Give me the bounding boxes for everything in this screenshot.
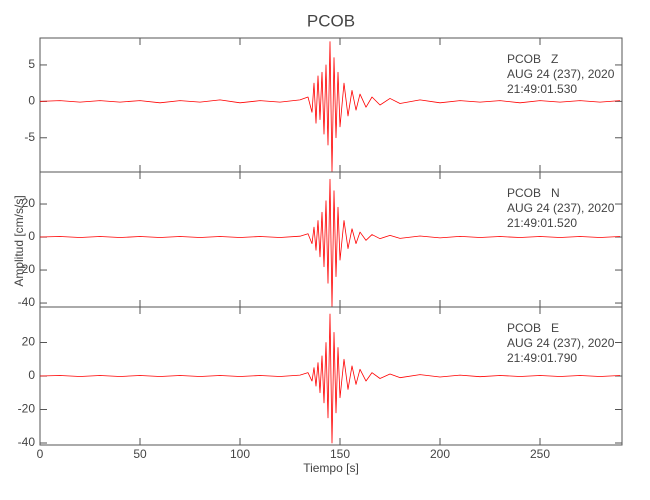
annotation: PCOB N: [507, 186, 560, 200]
y-tick-label: 5: [28, 57, 35, 71]
annotation: 21:49:01.520: [507, 216, 577, 230]
y-tick-label: -20: [18, 402, 36, 416]
annotation: PCOB E: [507, 321, 559, 335]
y-tick-label: 0: [28, 368, 35, 382]
x-tick-label: 50: [133, 447, 147, 461]
x-tick-label: 200: [430, 447, 450, 461]
y-tick-label: -40: [18, 295, 36, 309]
waveform: [39, 178, 621, 307]
x-tick-label: 250: [530, 447, 550, 461]
x-tick-label: 0: [37, 447, 44, 461]
y-axis-label: Amplitud [cm/s/s]: [12, 195, 26, 286]
waveform: [39, 41, 621, 172]
waveform: [39, 313, 621, 444]
x-tick-label: 150: [330, 447, 350, 461]
annotation: PCOB Z: [507, 52, 558, 66]
y-tick-label: 0: [28, 229, 35, 243]
annotation: AUG 24 (237), 2020: [507, 67, 615, 81]
chart-title: PCOB: [307, 11, 355, 30]
annotation: AUG 24 (237), 2020: [507, 201, 615, 215]
y-tick-label: -20: [18, 262, 36, 276]
y-tick-label: 20: [22, 335, 36, 349]
annotation: 21:49:01.530: [507, 82, 577, 96]
annotation: AUG 24 (237), 2020: [507, 336, 615, 350]
x-axis-label: Tiempo [s]: [303, 461, 359, 475]
y-tick-label: 20: [22, 196, 36, 210]
annotation: 21:49:01.790: [507, 351, 577, 365]
y-tick-label: -40: [18, 435, 36, 449]
x-tick-label: 100: [230, 447, 250, 461]
y-tick-label: 0: [28, 94, 35, 108]
y-tick-label: -5: [24, 130, 35, 144]
